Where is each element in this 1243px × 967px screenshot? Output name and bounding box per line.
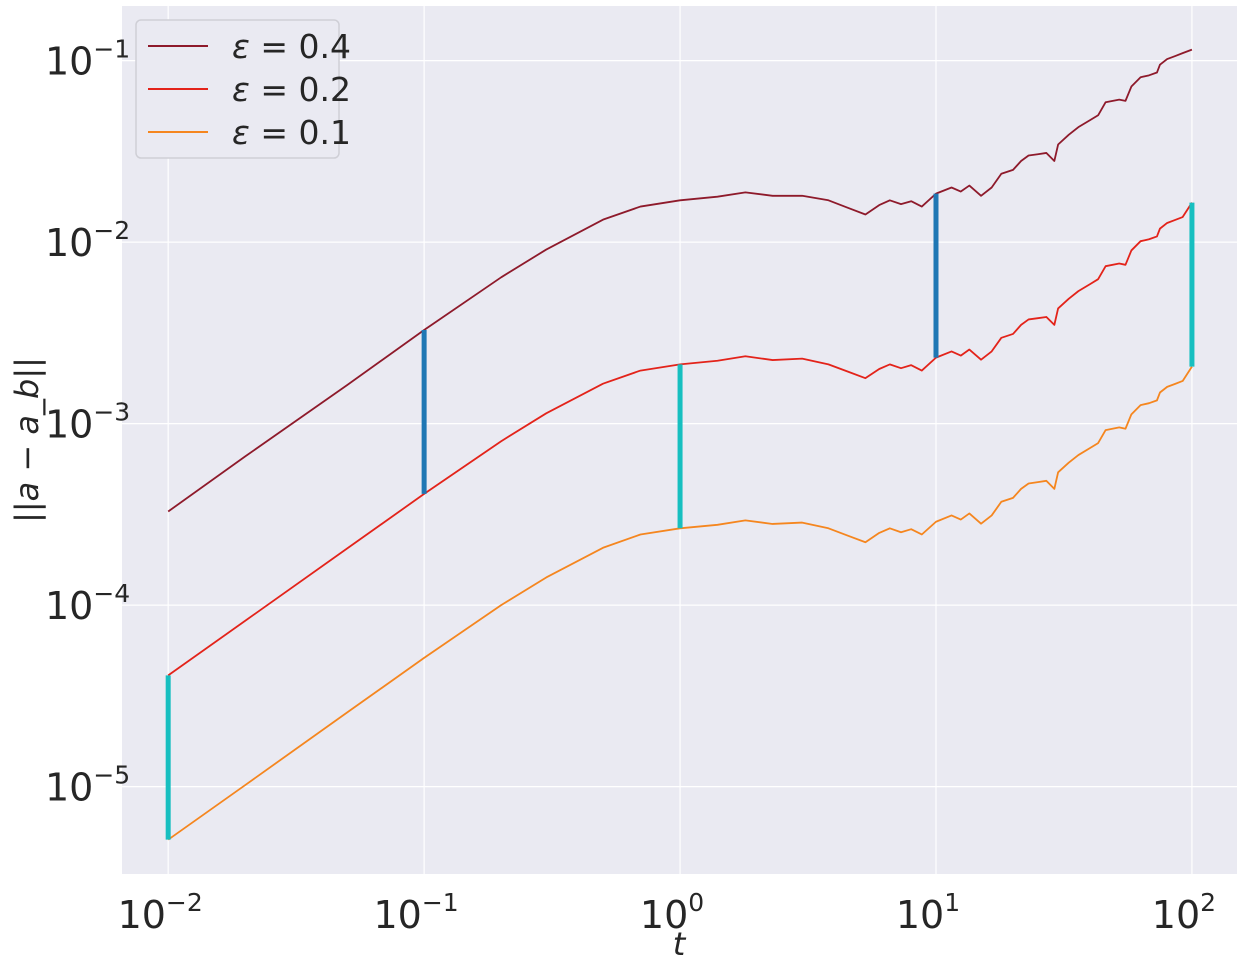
y-tick-label: 10−4 — [45, 579, 130, 628]
x-axis-title: t — [673, 925, 687, 963]
legend-label: ε = 0.2 — [232, 70, 351, 109]
x-tick-label: 10−1 — [374, 888, 459, 937]
y-tick-label: 10−2 — [45, 216, 130, 265]
legend: ε = 0.4 ε = 0.2 ε = 0.1 — [135, 19, 351, 159]
y-axis-title: ||a − a_b|| — [8, 357, 46, 523]
x-tick-label: 102 — [1152, 888, 1216, 937]
tick-labels: 10−2 10−1 100 101 102 10−5 10−4 10−3 10−2 10−1 — [45, 35, 1216, 937]
legend-box — [135, 19, 340, 159]
legend-label: ε = 0.4 — [232, 27, 351, 66]
vertical-segments — [165, 193, 1195, 840]
y-tick-label: 10−5 — [45, 761, 130, 810]
series-line — [167, 48, 1193, 513]
series-line — [167, 366, 1193, 841]
series-line — [167, 202, 1193, 677]
legend-label: ε = 0.1 — [232, 113, 351, 152]
y-tick-label: 10−3 — [45, 398, 130, 447]
y-tick-label: 10−1 — [45, 35, 130, 84]
x-tick-label: 10−2 — [118, 888, 203, 937]
series-lines — [167, 48, 1193, 841]
x-tick-label: 100 — [640, 888, 704, 937]
x-tick-label: 101 — [896, 888, 960, 937]
